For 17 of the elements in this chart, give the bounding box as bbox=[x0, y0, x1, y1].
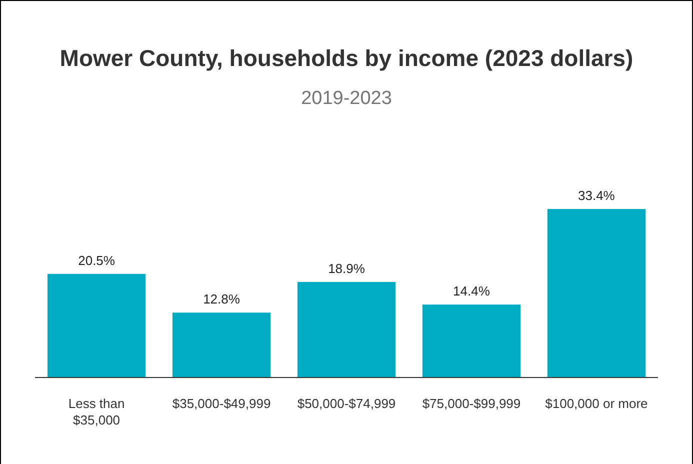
data-label: 12.8% bbox=[203, 292, 240, 307]
bar bbox=[172, 312, 271, 377]
chart-title: Mower County, households by income (2023 dollars) bbox=[60, 45, 634, 71]
data-label: 14.4% bbox=[453, 284, 490, 299]
data-label: 18.9% bbox=[328, 260, 366, 276]
x-tick-label: $75,000-$99,999 bbox=[422, 396, 521, 411]
bar bbox=[422, 304, 521, 377]
x-tick-label: $50,000-$74,999 bbox=[297, 396, 396, 411]
data-label: 33.4% bbox=[578, 188, 616, 203]
bar bbox=[547, 209, 646, 377]
bar bbox=[48, 274, 146, 377]
x-tick-label: $35,000-$49,999 bbox=[172, 396, 271, 411]
chart-subtitle: 2019-2023 bbox=[301, 88, 392, 109]
data-label: 20.5% bbox=[78, 252, 116, 268]
bar bbox=[297, 282, 396, 377]
x-tick-label: $100,000 or more bbox=[545, 396, 648, 411]
x-tick-label: Less than $35,000 bbox=[68, 396, 125, 428]
